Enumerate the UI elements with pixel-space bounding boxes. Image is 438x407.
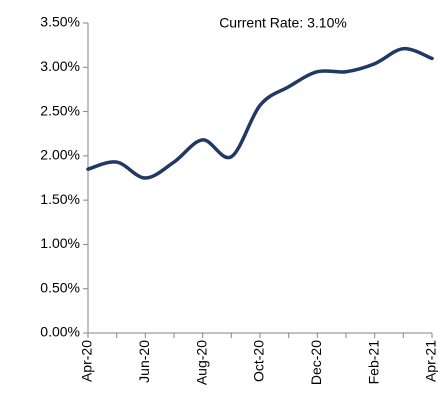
y-tick-label: 0.00% — [40, 324, 80, 340]
x-tick-label: Apr-20 — [79, 340, 95, 382]
x-tick-label: Dec-20 — [308, 340, 324, 385]
x-tick-label: Feb-21 — [365, 340, 381, 385]
y-tick-label: 1.00% — [40, 235, 80, 251]
x-tick-label: Oct-20 — [251, 340, 267, 382]
y-tick-label: 1.50% — [40, 191, 80, 207]
annotation: Current Rate: 3.10% — [219, 15, 347, 31]
y-tick-label: 3.00% — [40, 58, 80, 74]
y-tick-label: 2.00% — [40, 147, 80, 163]
x-tick-label: Aug-20 — [193, 340, 209, 385]
line-series — [86, 46, 434, 180]
y-tick-label: 0.50% — [40, 279, 80, 295]
x-tick-label: Jun-20 — [136, 340, 152, 383]
x-tick-label: Apr-21 — [423, 340, 438, 382]
y-tick-label: 2.50% — [40, 102, 80, 118]
y-tick-label: 3.50% — [40, 14, 80, 30]
